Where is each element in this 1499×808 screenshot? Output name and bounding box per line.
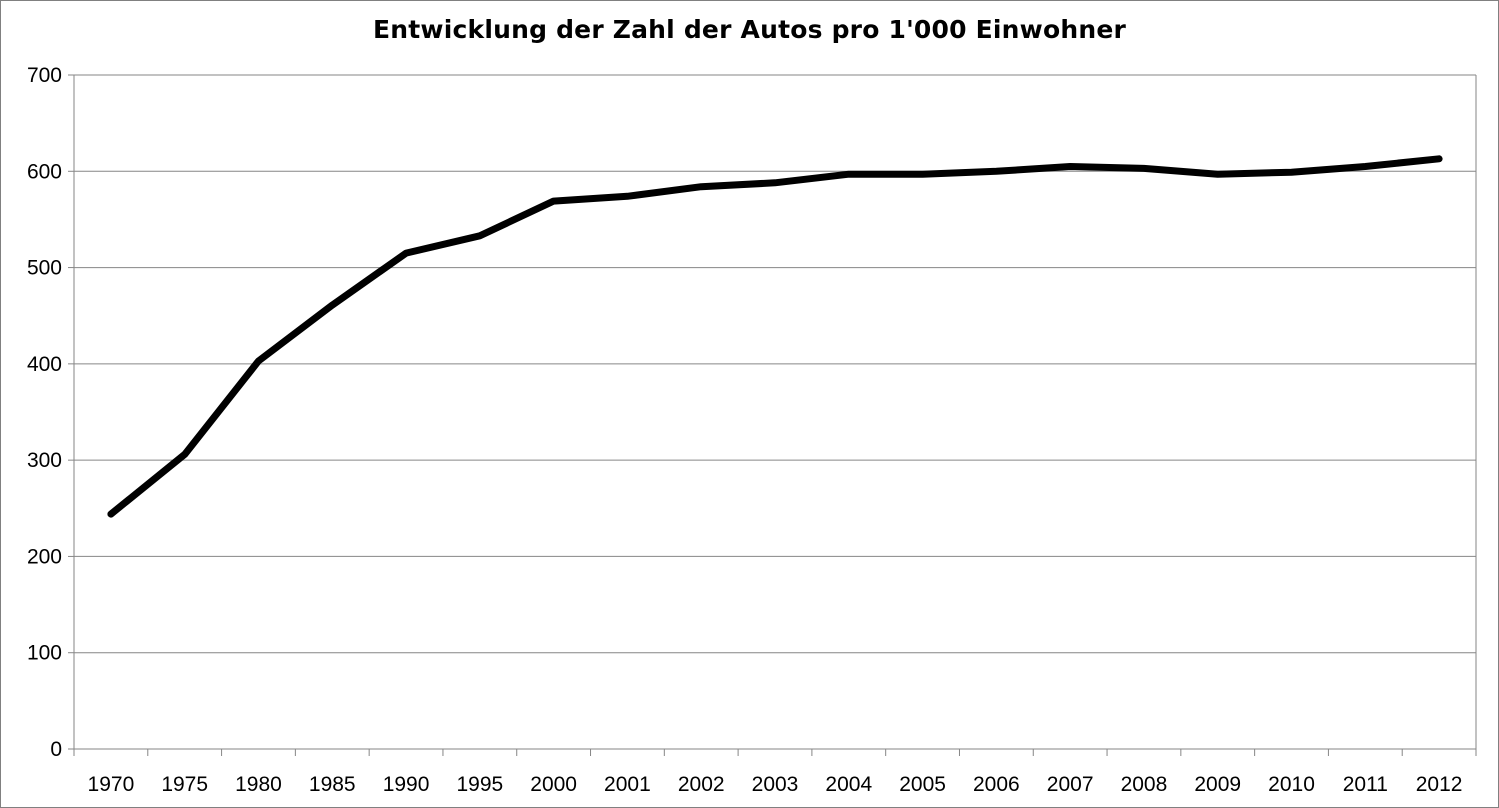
data-point-2000 xyxy=(553,200,555,202)
x-tick-label-1970: 1970 xyxy=(88,773,135,796)
series-line-0 xyxy=(107,155,1443,518)
data-point-2003 xyxy=(774,182,776,184)
data-point-2009 xyxy=(1217,173,1219,175)
y-tick-label-200: 200 xyxy=(27,545,62,568)
x-tick-label-2011: 2011 xyxy=(1343,773,1388,796)
data-point-2008 xyxy=(1143,167,1145,169)
data-point-2007 xyxy=(1069,165,1071,167)
data-point-2005 xyxy=(922,173,924,175)
data-point-1985 xyxy=(331,304,333,306)
x-tick-label-2006: 2006 xyxy=(973,773,1020,796)
data-point-1995 xyxy=(479,235,481,237)
gridlines xyxy=(74,74,1476,654)
x-axis-ticks: 1970 1975 1980 1985 1990 1995 2000 2001 2002 2003… xyxy=(73,749,1477,796)
x-tick-label-2012: 2012 xyxy=(1416,773,1463,796)
y-tick-label-500: 500 xyxy=(27,257,62,280)
data-point-1980 xyxy=(257,360,259,362)
x-tick-label-1975: 1975 xyxy=(161,773,208,796)
x-tick-label-1985: 1985 xyxy=(309,773,356,796)
data-point-1990 xyxy=(405,252,407,254)
x-tick-label-1995: 1995 xyxy=(456,773,503,796)
y-tick-label-0: 0 xyxy=(50,738,62,761)
data-point-1975 xyxy=(184,453,186,455)
y-tick-label-100: 100 xyxy=(27,642,62,665)
x-tick-label-2008: 2008 xyxy=(1121,773,1168,796)
data-point-2001 xyxy=(626,195,628,197)
data-point-1970 xyxy=(110,513,112,515)
x-tick-label-2002: 2002 xyxy=(678,773,725,796)
chart-title: Entwicklung der Zahl der Autos pro 1'000… xyxy=(372,15,1127,44)
x-tick-label-1980: 1980 xyxy=(235,773,282,796)
x-tick-label-2009: 2009 xyxy=(1194,773,1241,796)
y-tick-label-700: 700 xyxy=(27,64,62,87)
data-point-2012 xyxy=(1438,158,1440,160)
x-tick-label-2005: 2005 xyxy=(899,773,946,796)
data-point-2004 xyxy=(848,173,850,175)
x-tick-label-2000: 2000 xyxy=(530,773,577,796)
data-point-2002 xyxy=(700,186,702,188)
x-tick-label-2003: 2003 xyxy=(752,773,799,796)
x-tick-label-2001: 2001 xyxy=(604,773,651,796)
y-tick-label-300: 300 xyxy=(27,449,62,472)
axes xyxy=(73,75,1477,750)
x-tick-label-2010: 2010 xyxy=(1268,773,1315,796)
x-tick-label-1990: 1990 xyxy=(383,773,430,796)
y-tick-label-400: 400 xyxy=(27,353,62,376)
y-tick-label-600: 600 xyxy=(27,160,62,183)
data-point-2006 xyxy=(995,170,997,172)
x-tick-label-2007: 2007 xyxy=(1047,773,1094,796)
data-point-2011 xyxy=(1364,165,1366,167)
series-layer xyxy=(107,155,1443,518)
y-axis-ticks: 0 100 200 300 400 500 600 700 xyxy=(27,64,74,761)
data-point-2010 xyxy=(1291,171,1293,173)
x-tick-label-2004: 2004 xyxy=(825,773,872,796)
